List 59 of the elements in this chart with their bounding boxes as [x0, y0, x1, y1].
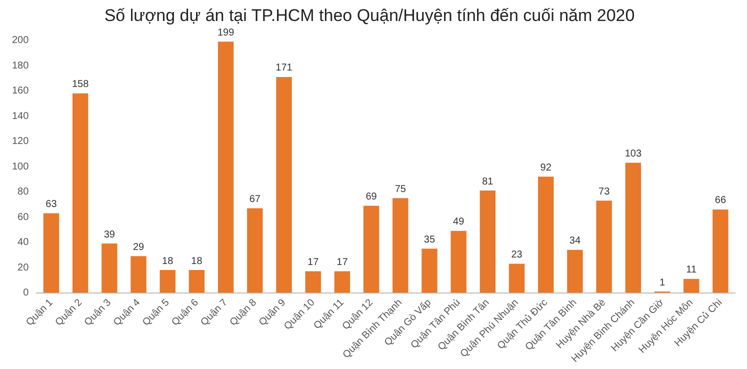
data-label: 171 — [276, 62, 293, 74]
data-label: 49 — [453, 216, 465, 228]
bar — [160, 270, 176, 293]
y-tick-label: 0 — [23, 288, 30, 299]
data-label: 63 — [46, 199, 58, 210]
bar — [43, 213, 60, 293]
bar — [363, 206, 380, 293]
bar — [247, 208, 263, 293]
bar — [480, 190, 496, 293]
data-label: 17 — [308, 257, 320, 268]
data-label: 75 — [394, 184, 406, 195]
data-label: 66 — [714, 195, 726, 206]
data-label: 23 — [511, 249, 523, 260]
data-label: 11 — [686, 264, 697, 276]
data-label: 69 — [366, 191, 378, 202]
bar — [392, 198, 408, 293]
bar — [102, 244, 118, 293]
data-label: 81 — [482, 176, 494, 188]
data-label: 199 — [217, 27, 235, 38]
data-label: 18 — [191, 256, 203, 267]
data-label: 29 — [132, 242, 145, 253]
data-label: 18 — [162, 256, 174, 267]
y-tick-label: 80 — [18, 186, 30, 198]
y-tick-label: 40 — [18, 237, 30, 248]
bar — [596, 200, 612, 293]
bar — [508, 264, 525, 293]
data-label: 17 — [336, 257, 348, 268]
bar — [450, 230, 466, 293]
bar — [188, 270, 205, 293]
y-tick-label: 20 — [18, 262, 30, 274]
bar — [334, 271, 350, 293]
bar — [130, 256, 146, 293]
y-tick-label: 100 — [12, 161, 30, 172]
data-label: 67 — [249, 194, 261, 205]
y-tick-label: 60 — [18, 212, 30, 223]
bar — [218, 42, 234, 293]
bar — [276, 76, 292, 293]
chart-title: Số lượng dự án tại TP.HCM theo Quận/Huyện tính đến cuối năm 2020 — [104, 6, 635, 25]
data-label: 73 — [598, 186, 610, 198]
y-tick-label: 140 — [12, 110, 30, 122]
y-tick-label: 160 — [12, 86, 30, 97]
bar — [684, 278, 700, 293]
y-tick-label: 200 — [12, 35, 30, 46]
data-label: 34 — [569, 236, 581, 247]
data-label: 92 — [540, 162, 552, 174]
data-label: 1 — [659, 277, 666, 288]
bar — [625, 162, 642, 293]
bar — [712, 209, 728, 293]
y-tick-label: 120 — [12, 136, 30, 148]
bar — [72, 93, 88, 293]
data-label: 103 — [624, 148, 642, 160]
data-label: 158 — [72, 79, 90, 90]
y-tick-label: 180 — [12, 60, 30, 72]
bar — [422, 248, 438, 293]
bar — [305, 271, 321, 293]
bar — [538, 176, 554, 293]
data-label: 39 — [104, 229, 116, 240]
bar — [567, 250, 583, 293]
data-label: 35 — [424, 234, 436, 246]
